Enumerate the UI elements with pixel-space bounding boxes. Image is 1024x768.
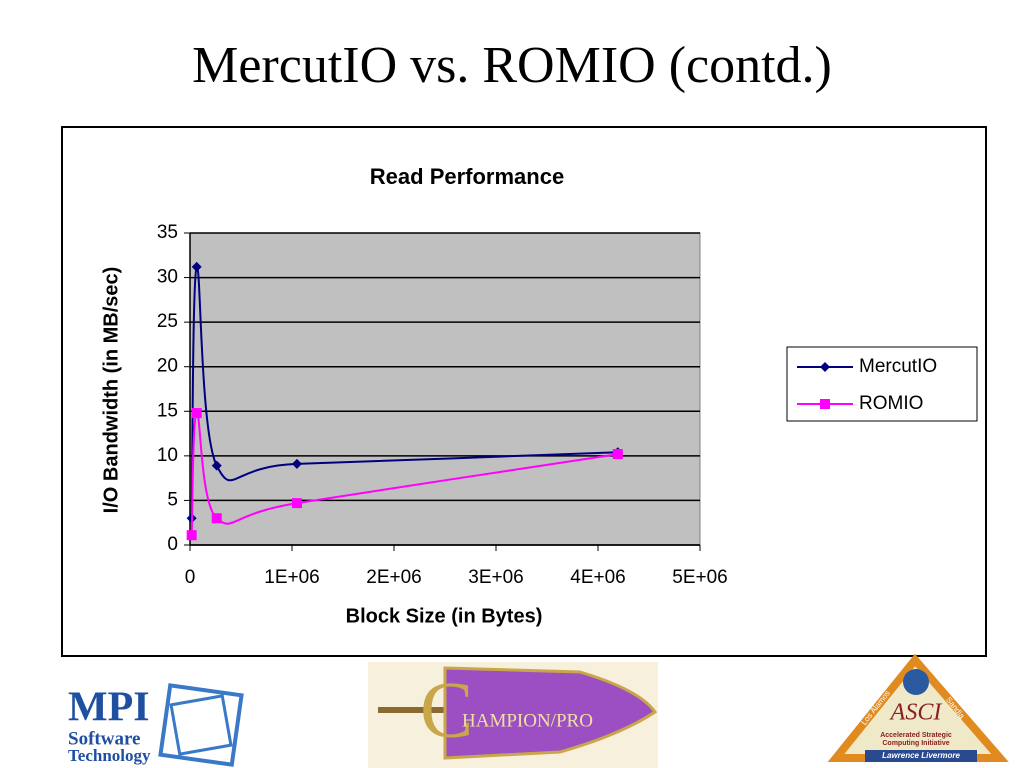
y-tick-label: 30 xyxy=(157,267,178,288)
x-tick-label: 3E+06 xyxy=(468,567,523,588)
marker xyxy=(820,399,830,409)
y-tick-label: 0 xyxy=(167,534,178,555)
mpi-logo: MPI Software Technology xyxy=(68,683,244,767)
x-tick-label: 1E+06 xyxy=(264,567,319,588)
logo-text: Computing Initiative xyxy=(882,740,949,747)
chart-title: Read Performance xyxy=(370,164,564,189)
x-tick-label: 2E+06 xyxy=(366,567,421,588)
logo-text: HAMPION/PRO xyxy=(462,710,593,731)
marker xyxy=(186,530,197,541)
logo-shape xyxy=(865,750,977,762)
y-tick-label: 35 xyxy=(157,222,178,243)
marker xyxy=(291,498,302,509)
y-tick-label: 25 xyxy=(157,311,178,332)
marker xyxy=(211,460,222,471)
logo-text: Software xyxy=(68,728,140,749)
y-tick-label: 5 xyxy=(167,489,178,510)
plot: 0 5 10 15 20 25 30 35 0 1E+06 2E+06 3E+06 4E+06 5E+06… xyxy=(157,222,978,588)
asci-logo: ASCI Accelerated Strategic Computing Ini… xyxy=(827,653,1009,762)
marker xyxy=(191,261,202,272)
marker xyxy=(291,458,302,469)
y-tick-label: 20 xyxy=(157,356,178,377)
logo-text: C xyxy=(420,666,473,754)
logo-text: Technology xyxy=(68,746,151,765)
y-tick-label: 10 xyxy=(157,445,178,466)
marker xyxy=(612,449,623,460)
logo-text: Lawrence Livermore xyxy=(882,751,960,760)
logo-text: Accelerated Strategic xyxy=(880,732,952,739)
marker xyxy=(820,362,830,372)
marker xyxy=(191,408,202,419)
slide-title: MercutIO vs. ROMIO (contd.) xyxy=(192,37,832,94)
logo-shape xyxy=(158,683,244,767)
x-tick-label: 0 xyxy=(185,567,196,588)
x-axis-label: Block Size (in Bytes) xyxy=(346,605,543,627)
plot-area xyxy=(189,232,701,546)
y-tick-label: 15 xyxy=(157,400,178,421)
logo-shape xyxy=(443,666,658,760)
logo-shape xyxy=(903,669,929,695)
series-line xyxy=(190,412,618,536)
legend-box xyxy=(786,346,978,422)
legend-label: ROMIO xyxy=(859,393,923,414)
logo-text: ASCI xyxy=(889,700,943,726)
champion-logo: C HAMPION/PRO xyxy=(368,662,658,768)
logo-text: MPI xyxy=(68,685,150,731)
legend-label: MercutIO xyxy=(859,356,937,377)
x-tick-label: 4E+06 xyxy=(570,567,625,588)
marker xyxy=(211,513,222,524)
y-axis-label: I/O Bandwidth (in MB/sec) xyxy=(100,267,122,514)
x-tick-label: 5E+06 xyxy=(672,567,727,588)
logo-shape xyxy=(169,694,233,756)
